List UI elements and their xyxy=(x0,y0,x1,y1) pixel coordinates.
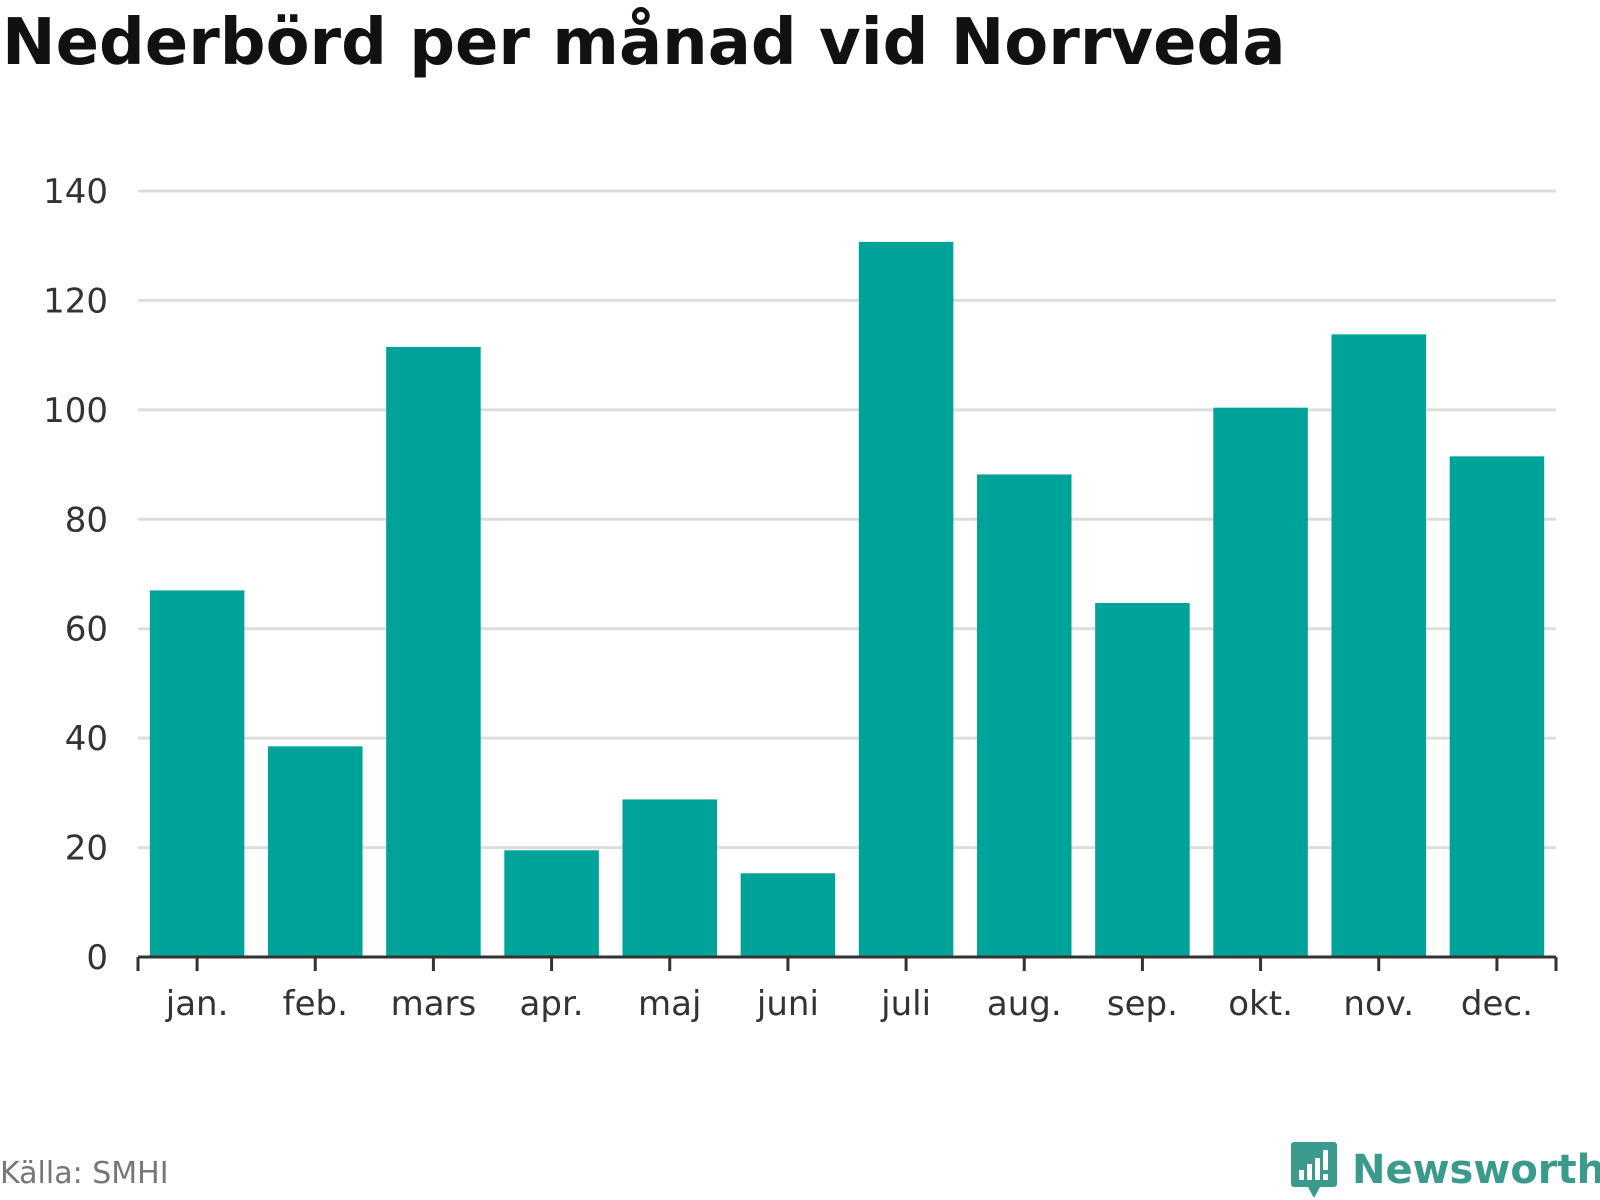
x-tick-label: apr. xyxy=(520,984,584,1024)
bar xyxy=(1095,602,1190,957)
bar xyxy=(740,873,836,957)
y-tick-label: 100 xyxy=(43,391,108,431)
x-axis: jan. feb. mars apr. maj juni juli aug. sep. okt. n… xyxy=(136,955,1558,1024)
y-tick-label: 120 xyxy=(43,281,108,321)
x-tick-label: mars xyxy=(391,984,477,1024)
bar xyxy=(267,746,363,957)
x-tick-label: feb. xyxy=(283,984,348,1024)
x-tick-label: dec. xyxy=(1461,984,1533,1024)
bar xyxy=(1331,334,1427,957)
gridlines xyxy=(138,189,1556,850)
x-tick-label: juni xyxy=(756,984,819,1024)
y-tick-label: 60 xyxy=(65,610,108,650)
bar xyxy=(1449,456,1545,957)
brand-logo: Newsworthy xyxy=(1290,1140,1600,1200)
x-tick-label: nov. xyxy=(1343,984,1414,1024)
x-tick-label: okt. xyxy=(1228,984,1293,1024)
x-tick-label: sep. xyxy=(1107,984,1178,1024)
x-tick-label: jan. xyxy=(165,984,229,1024)
bar xyxy=(1213,407,1308,957)
source-note: Källa: SMHI xyxy=(0,1156,169,1191)
bar-chart: 0 20 40 60 80 100 120 140 jan. feb. mars apr. maj ju… xyxy=(43,172,1558,1024)
y-axis: 0 20 40 60 80 100 120 140 xyxy=(43,172,108,978)
bar xyxy=(858,241,954,958)
bar xyxy=(622,799,718,957)
y-tick-label: 0 xyxy=(86,938,108,978)
bar xyxy=(976,474,1072,957)
brand-name: Newsworthy xyxy=(1352,1147,1600,1193)
x-tick-label: juli xyxy=(880,984,931,1024)
x-tick-label: maj xyxy=(638,984,701,1024)
y-tick-label: 140 xyxy=(43,172,108,212)
chart-title: Nederbörd per månad vid Norrveda xyxy=(2,6,1286,80)
bar xyxy=(149,590,245,957)
y-tick-label: 20 xyxy=(65,829,108,869)
y-tick-label: 80 xyxy=(65,500,108,540)
y-tick-label: 40 xyxy=(65,719,108,759)
bar xyxy=(504,850,599,957)
x-tick-label: aug. xyxy=(987,984,1062,1024)
bar xyxy=(386,346,481,958)
bars xyxy=(149,241,1545,958)
newsworthy-logo-icon xyxy=(1291,1142,1337,1198)
